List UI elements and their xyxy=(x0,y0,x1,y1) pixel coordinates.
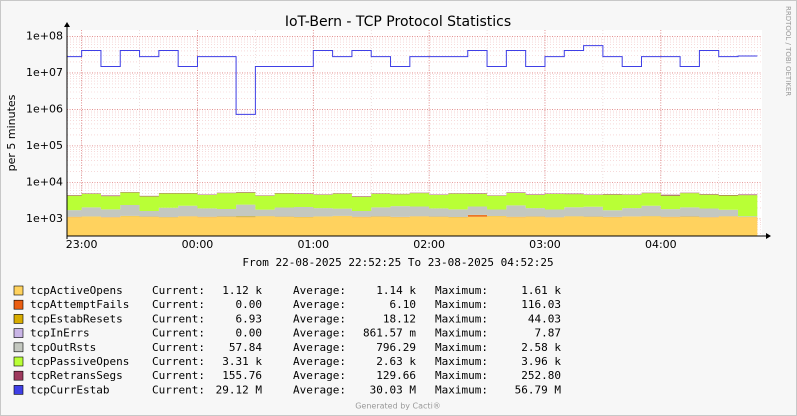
legend-swatch xyxy=(13,370,24,381)
y-tick-label: 1e+06 xyxy=(26,102,63,115)
stat-label: Current: xyxy=(152,284,205,297)
stat-value: 861.57 m xyxy=(363,327,416,340)
legend-swatch xyxy=(13,342,24,353)
stat-label: Average: xyxy=(293,383,346,396)
legend-swatch xyxy=(13,385,24,395)
stat-label: Maximum: xyxy=(435,383,488,396)
stat-value: 2.58 k xyxy=(521,341,561,354)
legend-label: tcpRetransSegs xyxy=(30,369,123,382)
legend-swatch xyxy=(13,285,24,296)
stat-label: Average: xyxy=(293,341,346,354)
stat-label: Current: xyxy=(152,341,205,354)
y-tick-label: 1e+04 xyxy=(26,175,63,188)
stat-label: Average: xyxy=(293,284,346,297)
chart-title: IoT-Bern - TCP Protocol Statistics xyxy=(285,14,511,30)
stat-value: 6.10 xyxy=(390,298,417,311)
stat-value: 1.12 k xyxy=(222,284,262,297)
legend-swatch xyxy=(13,328,24,338)
stat-value: 1.14 k xyxy=(376,284,416,297)
stat-label: Average: xyxy=(293,355,346,368)
x-tick-label: 01:00 xyxy=(297,238,329,251)
legend-label: tcpOutRsts xyxy=(30,341,96,354)
watermark: RRDTOOL / TOBI OETIKER xyxy=(784,6,792,96)
stat-label: Current: xyxy=(152,312,205,325)
stat-label: Maximum: xyxy=(435,355,488,368)
stat-label: Current: xyxy=(152,383,205,396)
stat-label: Maximum: xyxy=(435,298,488,311)
stacked-area xyxy=(67,192,758,197)
stat-value: 3.31 k xyxy=(222,355,262,368)
stacked-area xyxy=(67,214,758,218)
stat-value: 44.03 xyxy=(528,312,561,325)
stat-label: Maximum: xyxy=(435,327,488,340)
stat-label: Maximum: xyxy=(435,369,488,382)
subtitle: From 22-08-2025 22:52:25 To 23-08-2025 0… xyxy=(242,256,553,269)
line xyxy=(67,45,758,115)
y-tick-label: 1e+03 xyxy=(26,212,63,225)
legend-swatch xyxy=(13,299,24,310)
stat-value: 56.79 M xyxy=(515,383,562,396)
stat-value: 796.29 xyxy=(376,341,416,354)
stat-value: 57.84 xyxy=(229,341,262,354)
stacked-area xyxy=(67,215,758,218)
y-tick-label: 1e+07 xyxy=(26,66,63,79)
y-tick-label: 1e+05 xyxy=(26,139,63,152)
stat-value: 1.61 k xyxy=(521,284,561,297)
stat-value: 7.87 xyxy=(535,327,562,340)
stat-value: 6.93 xyxy=(236,312,263,325)
stat-label: Maximum: xyxy=(435,341,488,354)
stat-value: 0.00 xyxy=(236,327,263,340)
legend-label: tcpCurrEstab xyxy=(30,383,109,396)
stat-label: Current: xyxy=(152,327,205,340)
x-tick-label: 03:00 xyxy=(529,238,561,251)
stat-label: Average: xyxy=(293,312,346,325)
stat-value: 18.12 xyxy=(383,312,416,325)
stat-label: Maximum: xyxy=(435,312,488,325)
x-tick-label: 02:00 xyxy=(413,238,445,251)
legend-label: tcpInErrs xyxy=(30,327,90,340)
y-axis-arrow xyxy=(64,22,70,27)
legend-label: tcpPassiveOpens xyxy=(30,355,129,368)
stat-label: Average: xyxy=(293,327,346,340)
stat-value: 30.03 M xyxy=(370,383,417,396)
stacked-area xyxy=(67,216,758,236)
stat-value: 0.00 xyxy=(236,298,263,311)
stat-value: 129.66 xyxy=(376,369,416,382)
legend-label: tcpAttemptFails xyxy=(30,298,129,311)
y-tick-label: 1e+08 xyxy=(26,29,63,42)
y-axis-label: per 5 minutes xyxy=(5,94,18,171)
stat-label: Average: xyxy=(293,298,346,311)
stat-value: 155.76 xyxy=(222,369,262,382)
stat-label: Current: xyxy=(152,355,205,368)
stat-value: 116.03 xyxy=(521,298,561,311)
x-axis-arrow xyxy=(766,233,771,239)
stat-value: 2.63 k xyxy=(376,355,416,368)
stat-label: Maximum: xyxy=(435,284,488,297)
x-tick-label: 23:00 xyxy=(66,238,98,251)
legend-swatch xyxy=(13,356,24,367)
legend-label: tcpActiveOpens xyxy=(30,284,123,297)
stacked-area xyxy=(67,204,758,218)
stat-value: 29.12 M xyxy=(216,383,263,396)
footer: Generated by Cacti® xyxy=(355,402,441,411)
legend-label: tcpEstabResets xyxy=(30,312,123,325)
stat-label: Current: xyxy=(152,298,205,311)
stat-label: Average: xyxy=(293,369,346,382)
stat-value: 3.96 k xyxy=(521,355,561,368)
x-tick-label: 04:00 xyxy=(645,238,677,251)
legend-swatch xyxy=(13,314,24,324)
x-tick-label: 00:00 xyxy=(182,238,214,251)
stat-value: 252.80 xyxy=(521,369,561,382)
stacked-area xyxy=(67,192,758,217)
stat-label: Current: xyxy=(152,369,205,382)
